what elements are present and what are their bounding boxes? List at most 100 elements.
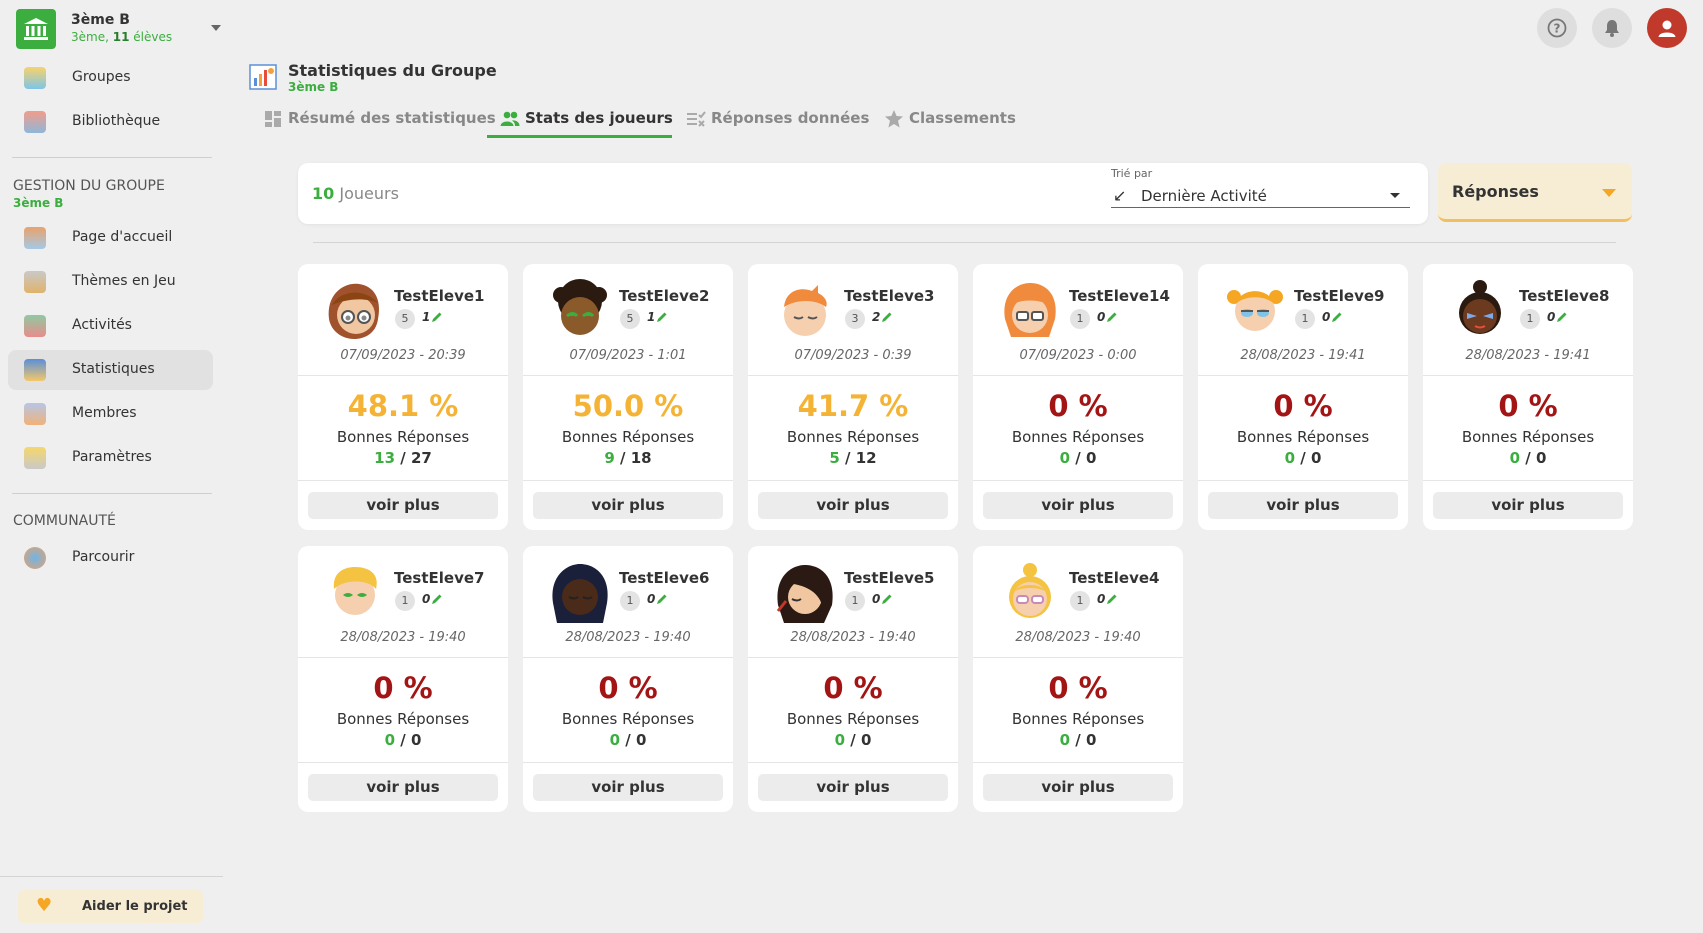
last-activity-date: 28/08/2023 - 19:40 <box>1015 630 1141 645</box>
divider <box>973 657 1183 658</box>
last-activity-date: 07/09/2023 - 0:39 <box>794 348 912 363</box>
group-subtitle: 3ème, 11 élèves <box>71 30 173 44</box>
voir-plus-button[interactable]: voir plus <box>983 774 1173 801</box>
heart-icon: ♥ <box>36 895 53 916</box>
groups-icon <box>24 67 46 89</box>
bonnes-reponses-label: Bonnes Réponses <box>1011 428 1145 446</box>
last-activity-date: 28/08/2023 - 19:41 <box>1465 348 1591 363</box>
aider-label: Aider le projet <box>82 899 188 914</box>
section-title: GESTION DU GROUPE <box>13 178 165 194</box>
divider <box>1198 375 1408 376</box>
sidebar-item-activites[interactable]: Activités <box>8 306 213 346</box>
voir-plus-button[interactable]: voir plus <box>308 774 498 801</box>
score-percentage: 0 % <box>1273 389 1333 423</box>
edit-count: 0 <box>1322 310 1331 324</box>
score-fraction: 13 / 27 <box>374 449 432 467</box>
dashboard-icon <box>265 111 281 127</box>
voir-plus-button[interactable]: voir plus <box>983 492 1173 519</box>
tab-resume[interactable]: Résumé des statistiques <box>263 106 496 138</box>
pencil-icon <box>1557 312 1567 322</box>
tab-classements[interactable]: Classements <box>884 106 1024 138</box>
sidebar-item-parcourir[interactable]: Parcourir <box>8 538 213 578</box>
notifications-button[interactable] <box>1592 8 1632 48</box>
page-subtitle: 3ème B <box>288 80 339 94</box>
divider <box>523 480 733 481</box>
divider <box>523 657 733 658</box>
last-activity-date: 07/09/2023 - 1:01 <box>569 348 687 363</box>
page-title: Statistiques du Groupe <box>288 61 497 80</box>
player-card: TestEleve8 1 0 28/08/2023 - 19:41 0 % Bo… <box>1423 264 1633 530</box>
svg-text:?: ? <box>1554 22 1561 36</box>
sidebar-item-themes[interactable]: Thèmes en Jeu <box>8 262 213 302</box>
sidebar-item-statistiques[interactable]: Statistiques <box>8 350 213 390</box>
tab-label: Stats des joueurs <box>525 109 673 127</box>
bonnes-reponses-label: Bonnes Réponses <box>1011 710 1145 728</box>
voir-plus-button[interactable]: voir plus <box>758 492 948 519</box>
avatar <box>553 279 607 335</box>
divider <box>523 375 733 376</box>
checklist-icon <box>687 111 706 127</box>
bonnes-reponses-label: Bonnes Réponses <box>561 428 695 446</box>
edit-count: 2 <box>872 310 881 324</box>
divider <box>1423 375 1633 376</box>
chevron-down-icon <box>1602 189 1616 197</box>
sort-direction-icon[interactable]: ↙ <box>1113 186 1127 205</box>
user-avatar-button[interactable] <box>1647 8 1687 48</box>
tab-reponses[interactable]: Réponses données <box>686 106 869 138</box>
divider <box>298 480 508 481</box>
group-building-icon <box>16 9 56 49</box>
sessions-badge: 1 <box>1070 591 1090 611</box>
sessions-badge: 1 <box>845 591 865 611</box>
help-button[interactable]: ? <box>1537 8 1577 48</box>
sidebar-item-label: Thèmes en Jeu <box>72 273 176 289</box>
edit-count: 0 <box>872 592 881 606</box>
pencil-icon <box>1332 312 1342 322</box>
library-icon <box>24 111 46 133</box>
sidebar: 3ème B 3ème, 11 élèves Groupes Bibliothè… <box>0 0 223 933</box>
sidebar-item-label: Paramètres <box>72 449 152 465</box>
pencil-icon <box>1107 594 1117 604</box>
score-fraction: 0 / 0 <box>1059 449 1097 467</box>
sidebar-item-label: Activités <box>72 317 132 333</box>
score-fraction: 0 / 0 <box>1059 731 1097 749</box>
last-activity-date: 07/09/2023 - 0:00 <box>1019 348 1137 363</box>
voir-plus-button[interactable]: voir plus <box>533 492 723 519</box>
player-name: TestEleve14 <box>1069 287 1170 305</box>
voir-plus-button[interactable]: voir plus <box>308 492 498 519</box>
score-percentage: 48.1 % <box>347 389 459 423</box>
player-name: TestEleve8 <box>1519 287 1610 305</box>
voir-plus-button[interactable]: voir plus <box>533 774 723 801</box>
voir-plus-button[interactable]: voir plus <box>1208 492 1398 519</box>
player-card: TestEleve1 5 1 07/09/2023 - 20:39 48.1 %… <box>298 264 508 530</box>
player-card: TestEleve9 1 0 28/08/2023 - 19:41 0 % Bo… <box>1198 264 1408 530</box>
voir-plus-button[interactable]: voir plus <box>758 774 948 801</box>
divider <box>12 493 212 494</box>
filter-bar: 10 Joueurs Trié par ↙ Dernière Activité <box>298 163 1428 224</box>
tab-stats-joueurs[interactable]: Stats des joueurs <box>500 106 680 138</box>
divider <box>298 762 508 763</box>
tab-label: Résumé des statistiques <box>288 109 496 127</box>
bonnes-reponses-label: Bonnes Réponses <box>1236 428 1370 446</box>
sidebar-item-label: Membres <box>72 405 137 421</box>
score-fraction: 5 / 12 <box>829 449 877 467</box>
aider-projet-button[interactable]: ♥ Aider le projet <box>18 890 203 923</box>
sidebar-item-groupes[interactable]: Groupes <box>8 58 213 98</box>
sidebar-item-parametres[interactable]: Paramètres <box>8 438 213 478</box>
reponses-dropdown[interactable]: Réponses <box>1438 163 1632 222</box>
edit-count: 0 <box>422 592 431 606</box>
sessions-badge: 1 <box>1295 309 1315 329</box>
sidebar-item-label: Parcourir <box>72 549 135 565</box>
voir-plus-button[interactable]: voir plus <box>1433 492 1623 519</box>
pencil-icon <box>657 594 667 604</box>
sidebar-item-bibliotheque[interactable]: Bibliothèque <box>8 102 213 142</box>
bonnes-reponses-label: Bonnes Réponses <box>786 710 920 728</box>
chevron-down-icon[interactable] <box>211 25 221 31</box>
divider <box>973 762 1183 763</box>
divider <box>748 480 958 481</box>
sort-select[interactable]: ↙ Dernière Activité <box>1111 183 1410 208</box>
sidebar-item-accueil[interactable]: Page d'accueil <box>8 218 213 258</box>
last-activity-date: 28/08/2023 - 19:40 <box>790 630 916 645</box>
sidebar-item-membres[interactable]: Membres <box>8 394 213 434</box>
divider <box>12 157 212 158</box>
group-selector[interactable]: 3ème B 3ème, 11 élèves <box>16 9 222 49</box>
